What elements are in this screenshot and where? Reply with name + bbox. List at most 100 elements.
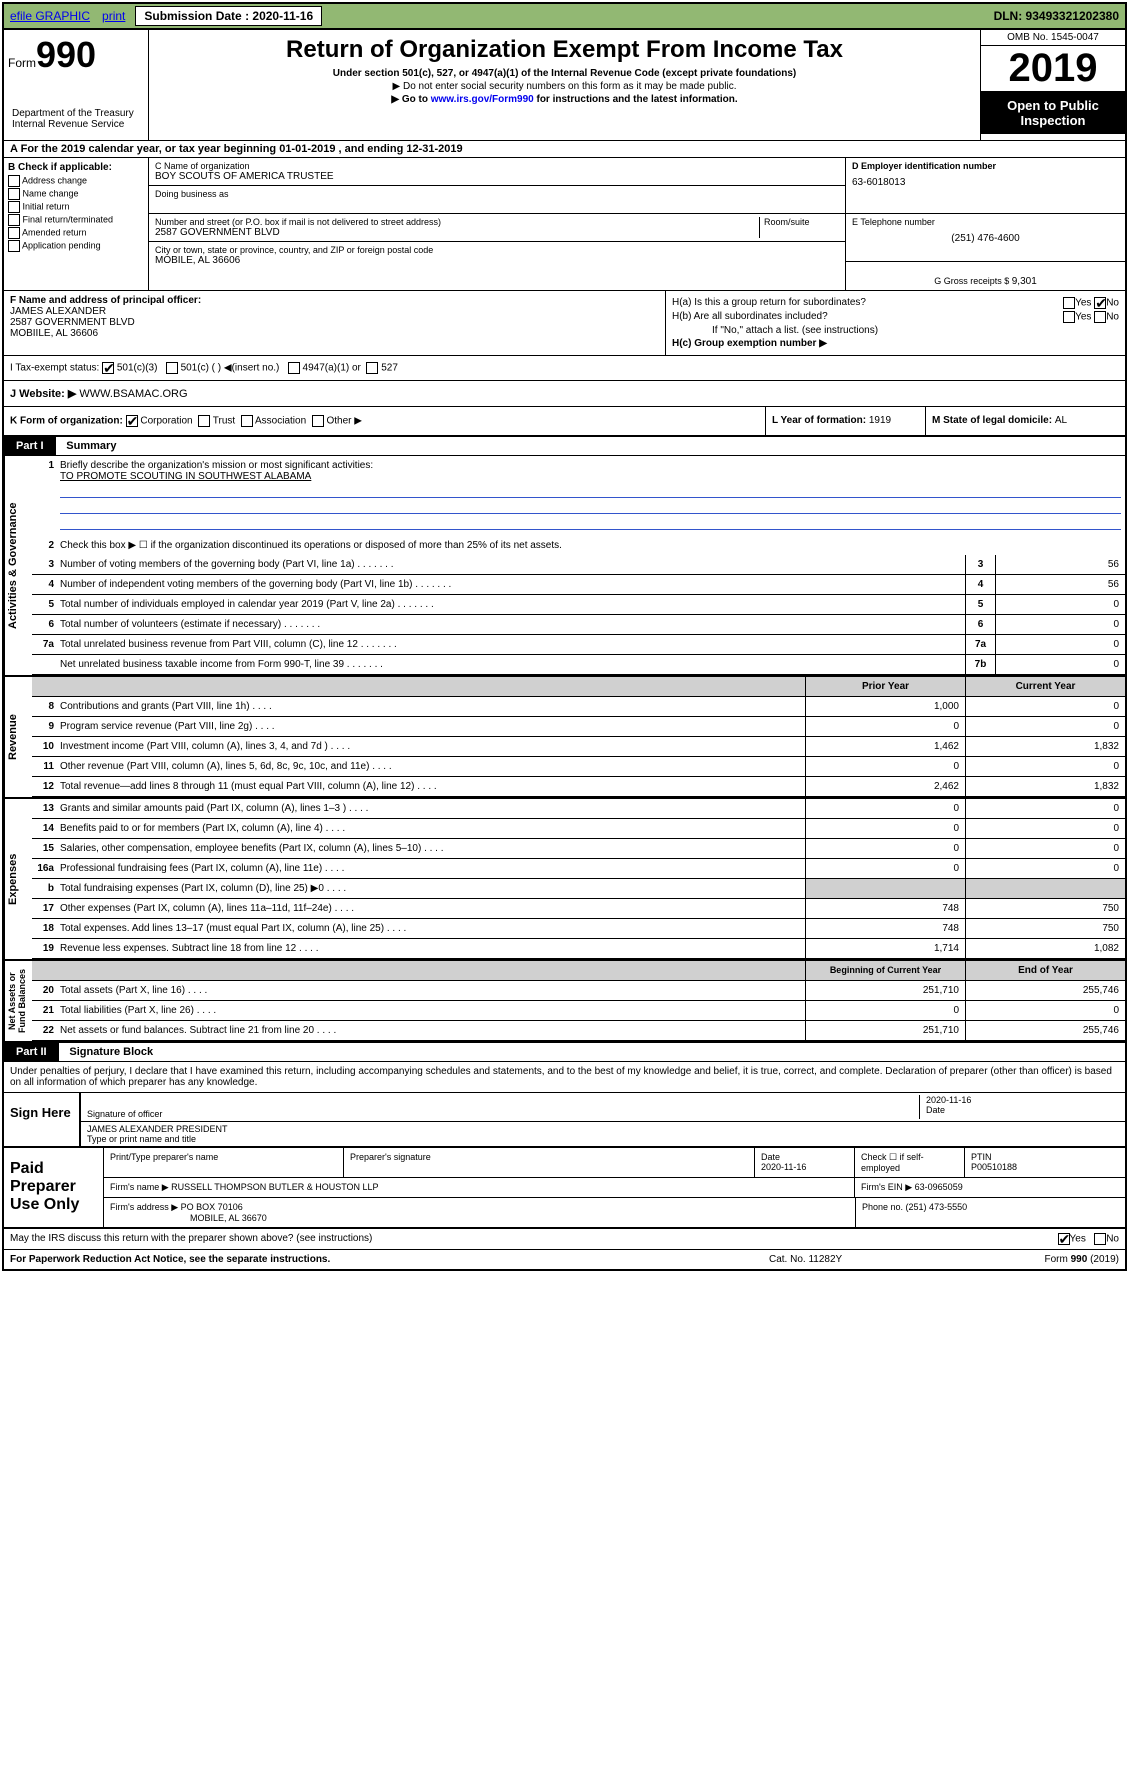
summary-line: Net unrelated business taxable income fr… — [32, 655, 1125, 675]
net-body: Beginning of Current Year End of Year 20… — [32, 961, 1125, 1041]
perjury-statement: Under penalties of perjury, I declare th… — [4, 1062, 1125, 1093]
summary-line: 13Grants and similar amounts paid (Part … — [32, 799, 1125, 819]
tax-exempt-status: I Tax-exempt status: 501(c)(3) 501(c) ( … — [4, 356, 1125, 380]
vtab-expenses: Expenses — [4, 799, 32, 959]
sig-name-row: JAMES ALEXANDER PRESIDENT Type or print … — [79, 1122, 1125, 1146]
row-a-tax-year: A For the 2019 calendar year, or tax yea… — [4, 141, 1125, 158]
efile-link[interactable]: efile GRAPHIC — [4, 7, 96, 25]
officer-addr2: MOBIILE, AL 36606 — [10, 328, 659, 339]
hdr-eoy: End of Year — [965, 961, 1125, 980]
hb-no: No — [1106, 312, 1119, 323]
vtab-governance: Activities & Governance — [4, 456, 32, 675]
row-f-h: F Name and address of principal officer:… — [4, 291, 1125, 356]
firm-ein: 63-0965059 — [915, 1182, 963, 1192]
form-subtitle: Under section 501(c), 527, or 4947(a)(1)… — [155, 68, 974, 79]
signature-block: Sign Here Signature of officer 2020-11-1… — [4, 1093, 1125, 1148]
chk-assoc[interactable] — [241, 415, 253, 427]
row-l-value: 1919 — [869, 415, 891, 426]
city-label: City or town, state or province, country… — [155, 245, 839, 255]
line-2-num: 2 — [32, 536, 56, 555]
exp-lines: 13Grants and similar amounts paid (Part … — [32, 799, 1125, 959]
opt-501c: 501(c) ( ) ◀(insert no.) — [181, 363, 280, 374]
chk-other[interactable] — [312, 415, 324, 427]
opt-4947: 4947(a)(1) or — [303, 363, 361, 374]
city-value: MOBILE, AL 36606 — [155, 255, 839, 266]
org-name: BOY SCOUTS OF AMERICA TRUSTEE — [155, 171, 839, 182]
sig-name-label: Type or print name and title — [87, 1134, 1119, 1144]
sig-date: 2020-11-16 — [926, 1095, 1119, 1105]
net-assets-section: Net Assets or Fund Balances Beginning of… — [4, 961, 1125, 1043]
dln: DLN: 93493321202380 — [994, 9, 1125, 23]
department: Department of the Treasury Internal Reve… — [8, 106, 144, 136]
irs-link[interactable]: www.irs.gov/Form990 — [431, 94, 534, 105]
chk-corp[interactable] — [126, 415, 138, 427]
summary-line: 21Total liabilities (Part X, line 26) . … — [32, 1001, 1125, 1021]
mission-line — [60, 500, 1121, 514]
row-i-label: I Tax-exempt status: — [10, 363, 99, 374]
mission-line — [60, 484, 1121, 498]
tel-value: (251) 476-4600 — [852, 233, 1119, 244]
dba-label: Doing business as — [155, 189, 839, 199]
ha-label: H(a) Is this a group return for subordin… — [672, 297, 1063, 309]
summary-line: 16aProfessional fundraising fees (Part I… — [32, 859, 1125, 879]
summary-line: 6Total number of volunteers (estimate if… — [32, 615, 1125, 635]
firm-ein-cell: Firm's EIN ▶ 63-0965059 — [855, 1178, 1125, 1197]
summary-line: 18Total expenses. Add lines 13–17 (must … — [32, 919, 1125, 939]
ein-cell: D Employer identification number 63-6018… — [846, 158, 1125, 214]
section-b-c-d: B Check if applicable: Address change Na… — [4, 158, 1125, 291]
sig-officer-label: Signature of officer — [87, 1109, 919, 1119]
part-ii-badge: Part II — [4, 1043, 59, 1061]
footer: For Paperwork Reduction Act Notice, see … — [4, 1250, 1125, 1269]
state-domicile: M State of legal domicile: AL — [925, 407, 1125, 435]
print-link[interactable]: print — [96, 7, 131, 25]
sig-officer-row: Signature of officer 2020-11-16 Date — [79, 1093, 1125, 1122]
row-i: I Tax-exempt status: 501(c)(3) 501(c) ( … — [4, 356, 1125, 381]
summary-line: 5Total number of individuals employed in… — [32, 595, 1125, 615]
form-label: Form — [8, 56, 36, 70]
year-formation: L Year of formation: 1919 — [765, 407, 925, 435]
paid-header-row: Print/Type preparer's name Preparer's si… — [104, 1148, 1125, 1178]
discuss-text: May the IRS discuss this return with the… — [10, 1233, 1058, 1245]
address-cell: Number and street (or P.O. box if mail i… — [149, 214, 845, 242]
col-f-officer: F Name and address of principal officer:… — [4, 291, 665, 355]
officer-addr1: 2587 GOVERNMENT BLVD — [10, 317, 659, 328]
chk-501c3[interactable] — [102, 362, 114, 374]
chk-4947[interactable] — [288, 362, 300, 374]
part-i-title: Summary — [58, 437, 124, 455]
vtab-net-assets: Net Assets or Fund Balances — [4, 961, 32, 1041]
firm-addr-cell: Firm's address ▶ PO BOX 70106 MOBILE, AL… — [104, 1198, 855, 1227]
chk-application-pending[interactable]: Application pending — [8, 240, 144, 252]
paid-preparer-block: Paid Preparer Use Only Print/Type prepar… — [4, 1148, 1125, 1229]
discuss-answers: Yes No — [1058, 1233, 1119, 1245]
ein-label: D Employer identification number — [852, 161, 1119, 171]
summary-line: 7aTotal unrelated business revenue from … — [32, 635, 1125, 655]
chk-trust[interactable] — [198, 415, 210, 427]
city-cell: City or town, state or province, country… — [149, 242, 845, 270]
summary-line: 11Other revenue (Part VIII, column (A), … — [32, 757, 1125, 777]
header-right: OMB No. 1545-0047 2019 Open to Public In… — [980, 30, 1125, 140]
paid-right: Print/Type preparer's name Preparer's si… — [104, 1148, 1125, 1227]
discuss-yes-chk[interactable] — [1058, 1233, 1070, 1245]
h-a: H(a) Is this a group return for subordin… — [672, 297, 1119, 309]
row-k-l-m: K Form of organization: Corporation Trus… — [4, 407, 1125, 437]
row-l-label: L Year of formation: — [772, 415, 869, 426]
form-990-page: efile GRAPHIC print Submission Date : 20… — [2, 2, 1127, 1271]
chk-527[interactable] — [366, 362, 378, 374]
phone-label: Phone no. — [862, 1202, 906, 1212]
chk-final-return[interactable]: Final return/terminated — [8, 214, 144, 226]
discuss-no-chk[interactable] — [1094, 1233, 1106, 1245]
opt-527: 527 — [381, 363, 398, 374]
chk-501c[interactable] — [166, 362, 178, 374]
chk-address-change[interactable]: Address change — [8, 175, 144, 187]
rev-lines: 8Contributions and grants (Part VIII, li… — [32, 697, 1125, 797]
summary-line: 12Total revenue—add lines 8 through 11 (… — [32, 777, 1125, 797]
hb-label: H(b) Are all subordinates included? — [672, 311, 1063, 323]
summary-line: 19Revenue less expenses. Subtract line 1… — [32, 939, 1125, 959]
chk-name-change[interactable]: Name change — [8, 188, 144, 200]
open-to-public: Open to Public Inspection — [981, 92, 1125, 134]
firm-phone-cell: Phone no. (251) 473-5550 — [855, 1198, 1125, 1227]
firm-name-cell: Firm's name ▶ RUSSELL THOMPSON BUTLER & … — [104, 1178, 855, 1197]
form-note-1: ▶ Do not enter social security numbers o… — [155, 81, 974, 92]
chk-initial-return[interactable]: Initial return — [8, 201, 144, 213]
chk-amended[interactable]: Amended return — [8, 227, 144, 239]
